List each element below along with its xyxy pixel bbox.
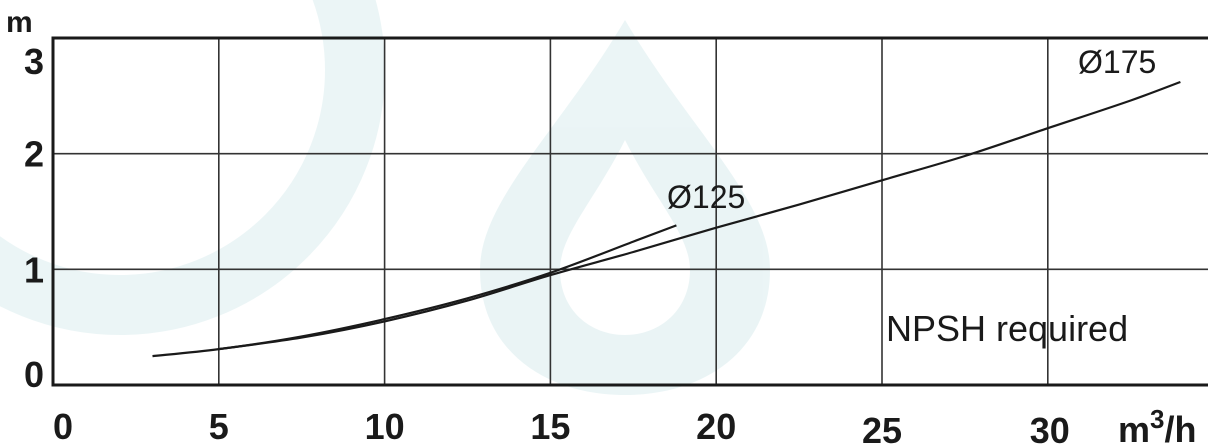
x-axis-ticks: 0 5 10 15 20 25 30 xyxy=(53,406,1070,448)
curves xyxy=(152,80,1181,358)
x-tick-label-30: 30 xyxy=(1030,410,1070,448)
y-tick-label-2: 2 xyxy=(24,134,44,175)
x-tick-label-25: 25 xyxy=(862,410,902,448)
series-line-175 xyxy=(218,80,1181,351)
y-axis-ticks: 0 1 2 3 xyxy=(24,41,44,395)
series-label-175: Ø175 xyxy=(1078,44,1156,80)
x-tick-label-5: 5 xyxy=(209,406,229,447)
x-axis-unit-sup: 3 xyxy=(1150,404,1164,434)
y-axis-unit: m xyxy=(6,6,33,39)
y-tick-label-1: 1 xyxy=(24,249,44,290)
x-tick-label-20: 20 xyxy=(696,406,736,447)
series-label-125: Ø125 xyxy=(667,179,745,215)
plot-frame xyxy=(51,36,1208,387)
y-tick-label-0: 0 xyxy=(24,354,44,395)
x-tick-label-10: 10 xyxy=(365,406,405,447)
x-tick-label-15: 15 xyxy=(530,406,570,447)
y-tick-label-3: 3 xyxy=(24,41,44,82)
x-axis-unit: m3/h xyxy=(1118,404,1196,448)
npsh-required-label: NPSH required xyxy=(886,308,1128,349)
x-axis-unit-base: m xyxy=(1118,409,1150,448)
watermark-logo xyxy=(0,0,770,395)
grid-lines xyxy=(53,38,1208,385)
x-axis-unit-tail: /h xyxy=(1164,409,1196,448)
x-tick-label-0: 0 xyxy=(53,406,73,447)
